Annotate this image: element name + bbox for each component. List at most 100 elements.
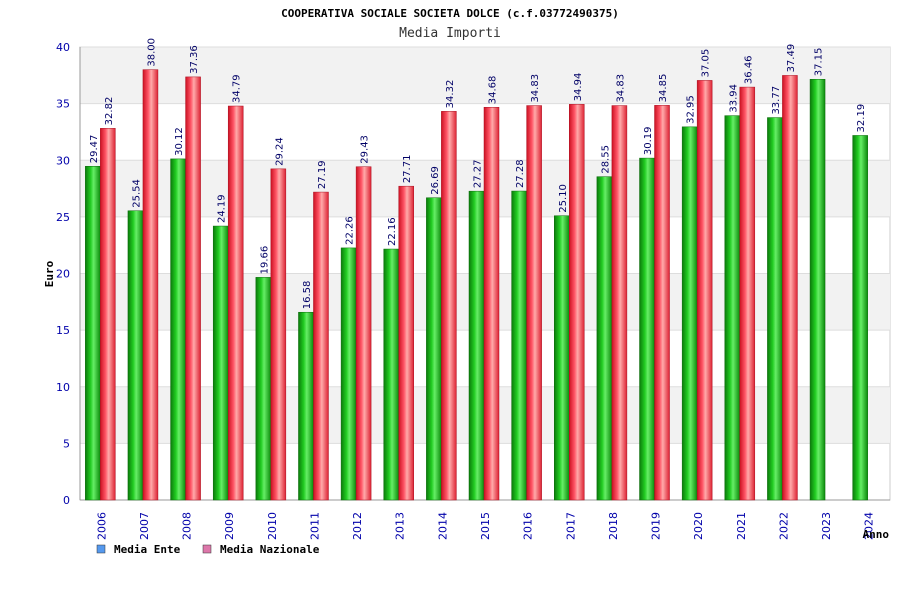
x-tick-label: 2011 bbox=[308, 512, 321, 540]
x-tick-label: 2018 bbox=[607, 512, 620, 540]
y-tick-label: 10 bbox=[56, 381, 70, 394]
data-label: 37.05 bbox=[701, 49, 712, 78]
y-tick-label: 0 bbox=[63, 494, 70, 507]
x-tick-label: 2014 bbox=[436, 512, 449, 540]
data-label: 34.68 bbox=[488, 76, 499, 105]
bar-media-nazionale bbox=[270, 168, 287, 501]
x-tick-label: 2012 bbox=[351, 512, 364, 540]
x-tick-label: 2024 bbox=[863, 512, 876, 540]
y-tick-label: 20 bbox=[56, 268, 70, 281]
bar-media-nazionale bbox=[696, 80, 713, 501]
x-tick-label: 2017 bbox=[564, 512, 577, 540]
bar-media-nazionale bbox=[654, 105, 670, 501]
bar-media-ente bbox=[554, 215, 570, 501]
data-label: 32.19 bbox=[856, 104, 867, 133]
data-label: 32.95 bbox=[686, 95, 697, 124]
data-label: 27.27 bbox=[473, 160, 484, 189]
x-tick-label: 2016 bbox=[522, 512, 535, 540]
bar-media-ente bbox=[852, 135, 868, 501]
data-label: 27.19 bbox=[317, 160, 328, 189]
x-axis-label: Anno bbox=[863, 528, 890, 541]
data-label: 29.24 bbox=[274, 137, 285, 166]
chart-title: COOPERATIVA SOCIALE SOCIETA DOLCE (c.f.0… bbox=[281, 7, 619, 20]
data-label: 37.36 bbox=[189, 45, 200, 74]
legend-label-media-nazionale: Media Nazionale bbox=[220, 543, 320, 556]
data-label: 33.94 bbox=[728, 84, 739, 113]
grid-band bbox=[80, 47, 890, 104]
data-label: 26.69 bbox=[430, 166, 441, 195]
legend-swatch-media-nazionale bbox=[202, 544, 212, 554]
y-tick-label: 30 bbox=[56, 154, 70, 167]
data-label: 22.26 bbox=[345, 216, 356, 245]
bar-media-nazionale bbox=[782, 75, 798, 501]
data-label: 38.00 bbox=[146, 38, 157, 67]
bar-media-nazionale bbox=[569, 104, 585, 501]
y-axis-ticks: 0 5 10 15 20 25 30 35 40 bbox=[56, 41, 70, 507]
bar-media-ente bbox=[127, 210, 144, 501]
value-labels: 29.47 32.82 25.54 38.00 30.12 37.36 24.19 34.79… bbox=[89, 38, 867, 309]
y-axis-label: Euro bbox=[43, 260, 56, 287]
bar-media-ente bbox=[681, 126, 698, 501]
bar-media-nazionale bbox=[355, 166, 372, 501]
bar-media-nazionale bbox=[526, 105, 542, 501]
x-tick-label: 2006 bbox=[95, 512, 108, 540]
data-label: 16.58 bbox=[302, 281, 313, 310]
x-tick-label: 2015 bbox=[479, 512, 492, 540]
data-label: 37.49 bbox=[786, 44, 797, 73]
data-label: 34.83 bbox=[530, 74, 541, 103]
bar-media-ente bbox=[426, 197, 442, 501]
bar-media-nazionale bbox=[398, 185, 414, 501]
x-tick-label: 2023 bbox=[820, 512, 833, 540]
bar-media-nazionale bbox=[441, 111, 457, 501]
legend-swatch-media-ente bbox=[96, 544, 106, 554]
bar-media-ente bbox=[596, 176, 613, 501]
bar-media-ente bbox=[639, 157, 655, 501]
y-tick-label: 5 bbox=[63, 437, 70, 450]
data-label: 34.32 bbox=[445, 80, 456, 109]
data-label: 34.79 bbox=[232, 74, 243, 103]
bar-media-nazionale bbox=[313, 191, 329, 501]
x-tick-label: 2021 bbox=[735, 512, 748, 540]
x-tick-label: 2022 bbox=[777, 512, 790, 540]
bar-media-nazionale bbox=[142, 69, 159, 501]
bar-media-nazionale bbox=[611, 105, 628, 501]
data-label: 29.47 bbox=[89, 135, 100, 164]
x-tick-label: 2009 bbox=[223, 512, 236, 540]
bar-media-ente bbox=[170, 158, 186, 501]
x-tick-label: 2008 bbox=[181, 512, 194, 540]
data-label: 36.46 bbox=[743, 55, 754, 84]
data-label: 34.83 bbox=[615, 74, 626, 103]
data-label: 37.15 bbox=[814, 48, 825, 77]
data-label: 25.54 bbox=[131, 179, 142, 208]
x-tick-label: 2020 bbox=[692, 512, 705, 540]
data-label: 28.55 bbox=[600, 145, 611, 174]
data-label: 25.10 bbox=[558, 184, 569, 213]
bar-media-ente bbox=[511, 190, 527, 501]
bar-media-ente bbox=[85, 166, 101, 501]
bar-media-ente bbox=[255, 277, 272, 501]
bar-media-ente bbox=[383, 248, 399, 501]
data-label: 34.94 bbox=[573, 73, 584, 102]
data-label: 34.85 bbox=[658, 74, 669, 103]
data-label: 22.16 bbox=[387, 217, 398, 246]
data-label: 30.19 bbox=[643, 126, 654, 155]
x-tick-label: 2007 bbox=[138, 512, 151, 540]
data-label: 32.82 bbox=[104, 97, 115, 126]
data-label: 29.43 bbox=[360, 135, 371, 164]
bar-media-nazionale bbox=[185, 76, 201, 501]
bar-media-nazionale bbox=[483, 106, 500, 501]
bar-media-nazionale bbox=[100, 128, 116, 501]
y-tick-label: 40 bbox=[56, 41, 70, 54]
y-tick-label: 25 bbox=[56, 211, 70, 224]
bar-media-ente bbox=[767, 117, 783, 501]
bar-media-ente bbox=[212, 225, 229, 501]
bar-media-nazionale bbox=[227, 105, 244, 501]
data-label: 27.28 bbox=[515, 159, 526, 188]
bar-media-ente bbox=[724, 115, 741, 501]
legend-label-media-ente: Media Ente bbox=[114, 543, 181, 556]
x-tick-label: 2019 bbox=[650, 512, 663, 540]
bar-media-ente bbox=[298, 311, 314, 501]
y-tick-label: 15 bbox=[56, 324, 70, 337]
x-tick-label: 2010 bbox=[266, 512, 279, 540]
bar-media-ente bbox=[340, 247, 357, 501]
